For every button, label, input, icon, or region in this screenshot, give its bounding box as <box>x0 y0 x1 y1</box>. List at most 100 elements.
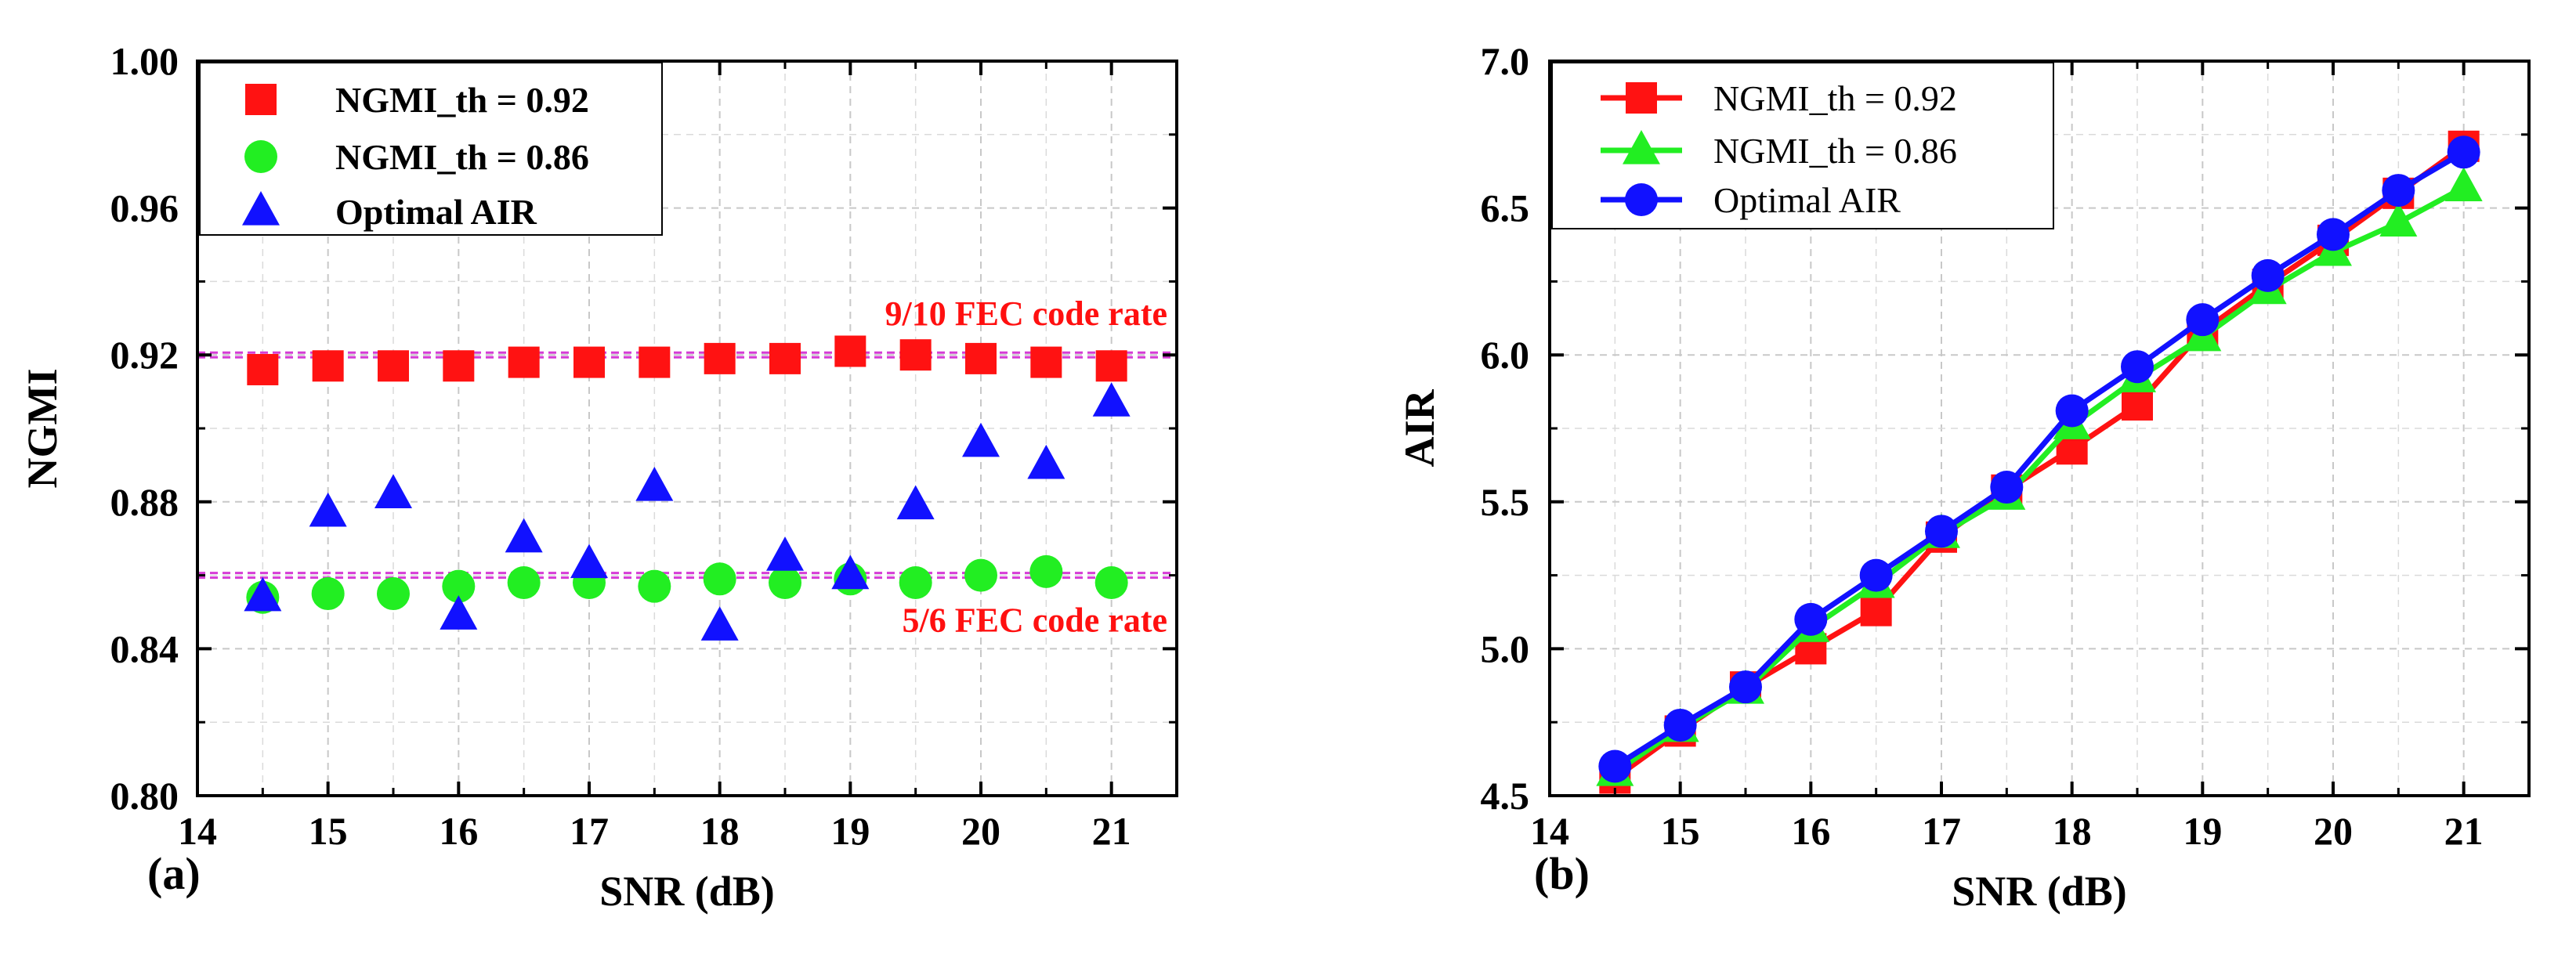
panel-a-series-1-point <box>703 562 736 596</box>
panel-a-x-axis-title: SNR (dB) <box>599 868 775 915</box>
panel-b-ytick-label: 4.5 <box>1481 774 1530 818</box>
panel-a-ytick-label: 0.96 <box>110 186 179 230</box>
panel-b-series-2-point <box>2251 258 2285 292</box>
panel-b-legend-label-0: NGMI_th = 0.92 <box>1713 78 1957 118</box>
panel-b-series-2-point <box>1925 515 1958 548</box>
panel-a-series-1-point <box>377 577 410 611</box>
panel-b-series-2-point <box>1794 602 1828 636</box>
panel-a-ytick-label: 0.80 <box>110 774 179 818</box>
panel-a-series-2-point <box>700 606 739 641</box>
panel-a-ytick-label: 0.84 <box>110 627 179 670</box>
panel-a-series-0-point <box>573 346 605 378</box>
panel-a-series-1-point <box>638 569 671 603</box>
panel-b-series-2-point <box>1729 670 1762 704</box>
panel-a-xtick-label: 21 <box>1092 809 1131 853</box>
panel-a-series-2-point <box>440 595 478 630</box>
panel-a-series-0-point <box>312 350 344 382</box>
panel-a-series-0-point <box>1030 346 1062 378</box>
panel-b-ytick-label: 6.0 <box>1481 333 1530 377</box>
panel-a-series-2-point <box>505 518 543 553</box>
panel-a-series-2-point <box>1027 444 1065 479</box>
panel-b-series-2-point <box>2447 135 2480 169</box>
panel-a-series-2-point <box>635 467 674 501</box>
panel-b-ytick-label: 6.5 <box>1481 186 1530 230</box>
panel-b-series-2-point <box>1859 558 1893 592</box>
panel-a-series-2-point <box>962 422 1000 457</box>
panel-b-xtick-label: 18 <box>2053 809 2092 853</box>
panel-a-chart: 9/10 FEC code rate 5/6 FEC code rate 14 15 1… <box>19 39 1178 915</box>
panel-b-legend-marker-1 <box>1623 129 1660 164</box>
panel-a-y-axis-title: NGMI <box>19 369 66 489</box>
panel-a-series-1-point <box>769 565 801 599</box>
panel-b-series-1 <box>1596 167 2483 786</box>
panel-b-series-2-point <box>2186 303 2220 337</box>
panel-a-series-2-point <box>244 576 282 612</box>
panel-b-series-2-point <box>2317 218 2350 251</box>
panel-a-legend: NGMI_th = 0.92 NGMI_th = 0.86 Optimal AIR <box>199 62 663 236</box>
panel-b-ytick-label: 5.0 <box>1481 627 1530 670</box>
panel-a-ytick-label: 1.00 <box>110 39 179 83</box>
panel-a-series-1-point <box>1094 565 1128 599</box>
panel-b-series-2-point <box>1990 471 2024 504</box>
panel-a-series-1-point <box>899 565 932 599</box>
panel-b-legend-marker-2 <box>1625 183 1658 216</box>
panel-b-series-2-point <box>2055 394 2089 428</box>
panel-a-series-2-point <box>309 492 347 527</box>
panel-b-y-axis-title: AIR <box>1396 388 1443 467</box>
panel-a-series-0-point <box>508 346 540 378</box>
panel-a-series-0 <box>247 335 1127 385</box>
panel-a-legend-label-1: NGMI_th = 0.86 <box>335 137 589 177</box>
panel-a-series-2-point <box>570 544 608 579</box>
panel-b-series-2-point <box>1663 708 1697 742</box>
panel-b-xtick-label: 21 <box>2444 809 2484 853</box>
panel-a-series-1-point <box>964 558 997 592</box>
panel-a-label: (a) <box>147 848 201 899</box>
panel-b-series-0-point <box>1860 594 1892 627</box>
panel-b-x-axis-title: SNR (dB) <box>1952 868 2127 915</box>
panel-a-ytick-label: 0.92 <box>110 333 179 377</box>
panel-a-threshold-label: 5/6 FEC code rate <box>903 601 1167 640</box>
panel-a-series-0-point <box>769 342 801 374</box>
panel-a-series-0-point <box>834 335 867 367</box>
panel-a-series-2-point <box>896 485 935 520</box>
panel-a-legend-marker-1 <box>244 140 277 173</box>
panel-a-series-1-point <box>1029 554 1063 588</box>
panel-b-chart: 14 15 16 17 18 19 20 21 4.5 5.0 5.5 6.0 6.5 7.0 SNR (d… <box>1396 39 2531 915</box>
panel-a-series-0-point <box>443 350 475 382</box>
panel-a-series-1 <box>246 554 1128 614</box>
panel-a-series-0-point <box>704 342 736 374</box>
panel-b-xtick-label: 15 <box>1661 809 1700 853</box>
panel-b-label: (b) <box>1534 848 1590 899</box>
panel-b-xtick-label: 19 <box>2183 809 2222 853</box>
panel-a-series-2 <box>244 382 1131 641</box>
panel-a-legend-label-0: NGMI_th = 0.92 <box>335 80 589 120</box>
panel-a-legend-box <box>199 62 663 236</box>
panel-b-xtick-label: 16 <box>1791 809 1830 853</box>
panel-b-xtick-label: 20 <box>2314 809 2353 853</box>
panel-a-series-0-point <box>247 353 279 385</box>
panel-a-series-2-point <box>374 474 412 509</box>
panel-a-legend-marker-2 <box>242 190 280 226</box>
panel-a-series-0-point <box>639 346 671 378</box>
panel-a-xtick-label: 17 <box>570 809 609 853</box>
panel-a-xtick-label: 16 <box>439 809 478 853</box>
panel-a-xtick-label: 19 <box>830 809 870 853</box>
panel-b-series-0-point <box>2122 388 2153 421</box>
panel-b-series-1-point <box>2444 167 2483 201</box>
panel-a-xtick-label: 15 <box>309 809 348 853</box>
panel-a-legend-marker-0 <box>245 84 277 115</box>
panel-a-legend-label-2: Optimal AIR <box>335 192 537 232</box>
panel-a-series-0-point <box>965 342 997 374</box>
panel-b-series-1-point <box>2379 202 2418 237</box>
panel-b-series-2 <box>1598 135 2480 783</box>
panel-a-xtick-label: 18 <box>700 809 740 853</box>
panel-b-series-2-point <box>1598 749 1632 783</box>
panel-a-series-1-point <box>311 577 345 611</box>
panel-a-series-0-point <box>1095 350 1127 382</box>
panel-a-series-1-point <box>507 565 541 599</box>
panel-b-ytick-label: 5.5 <box>1481 480 1530 524</box>
panel-b-legend-label-2: Optimal AIR <box>1713 180 1901 220</box>
panel-b-xtick-label: 14 <box>1530 809 1569 853</box>
panel-a-xtick-label: 14 <box>178 809 217 853</box>
